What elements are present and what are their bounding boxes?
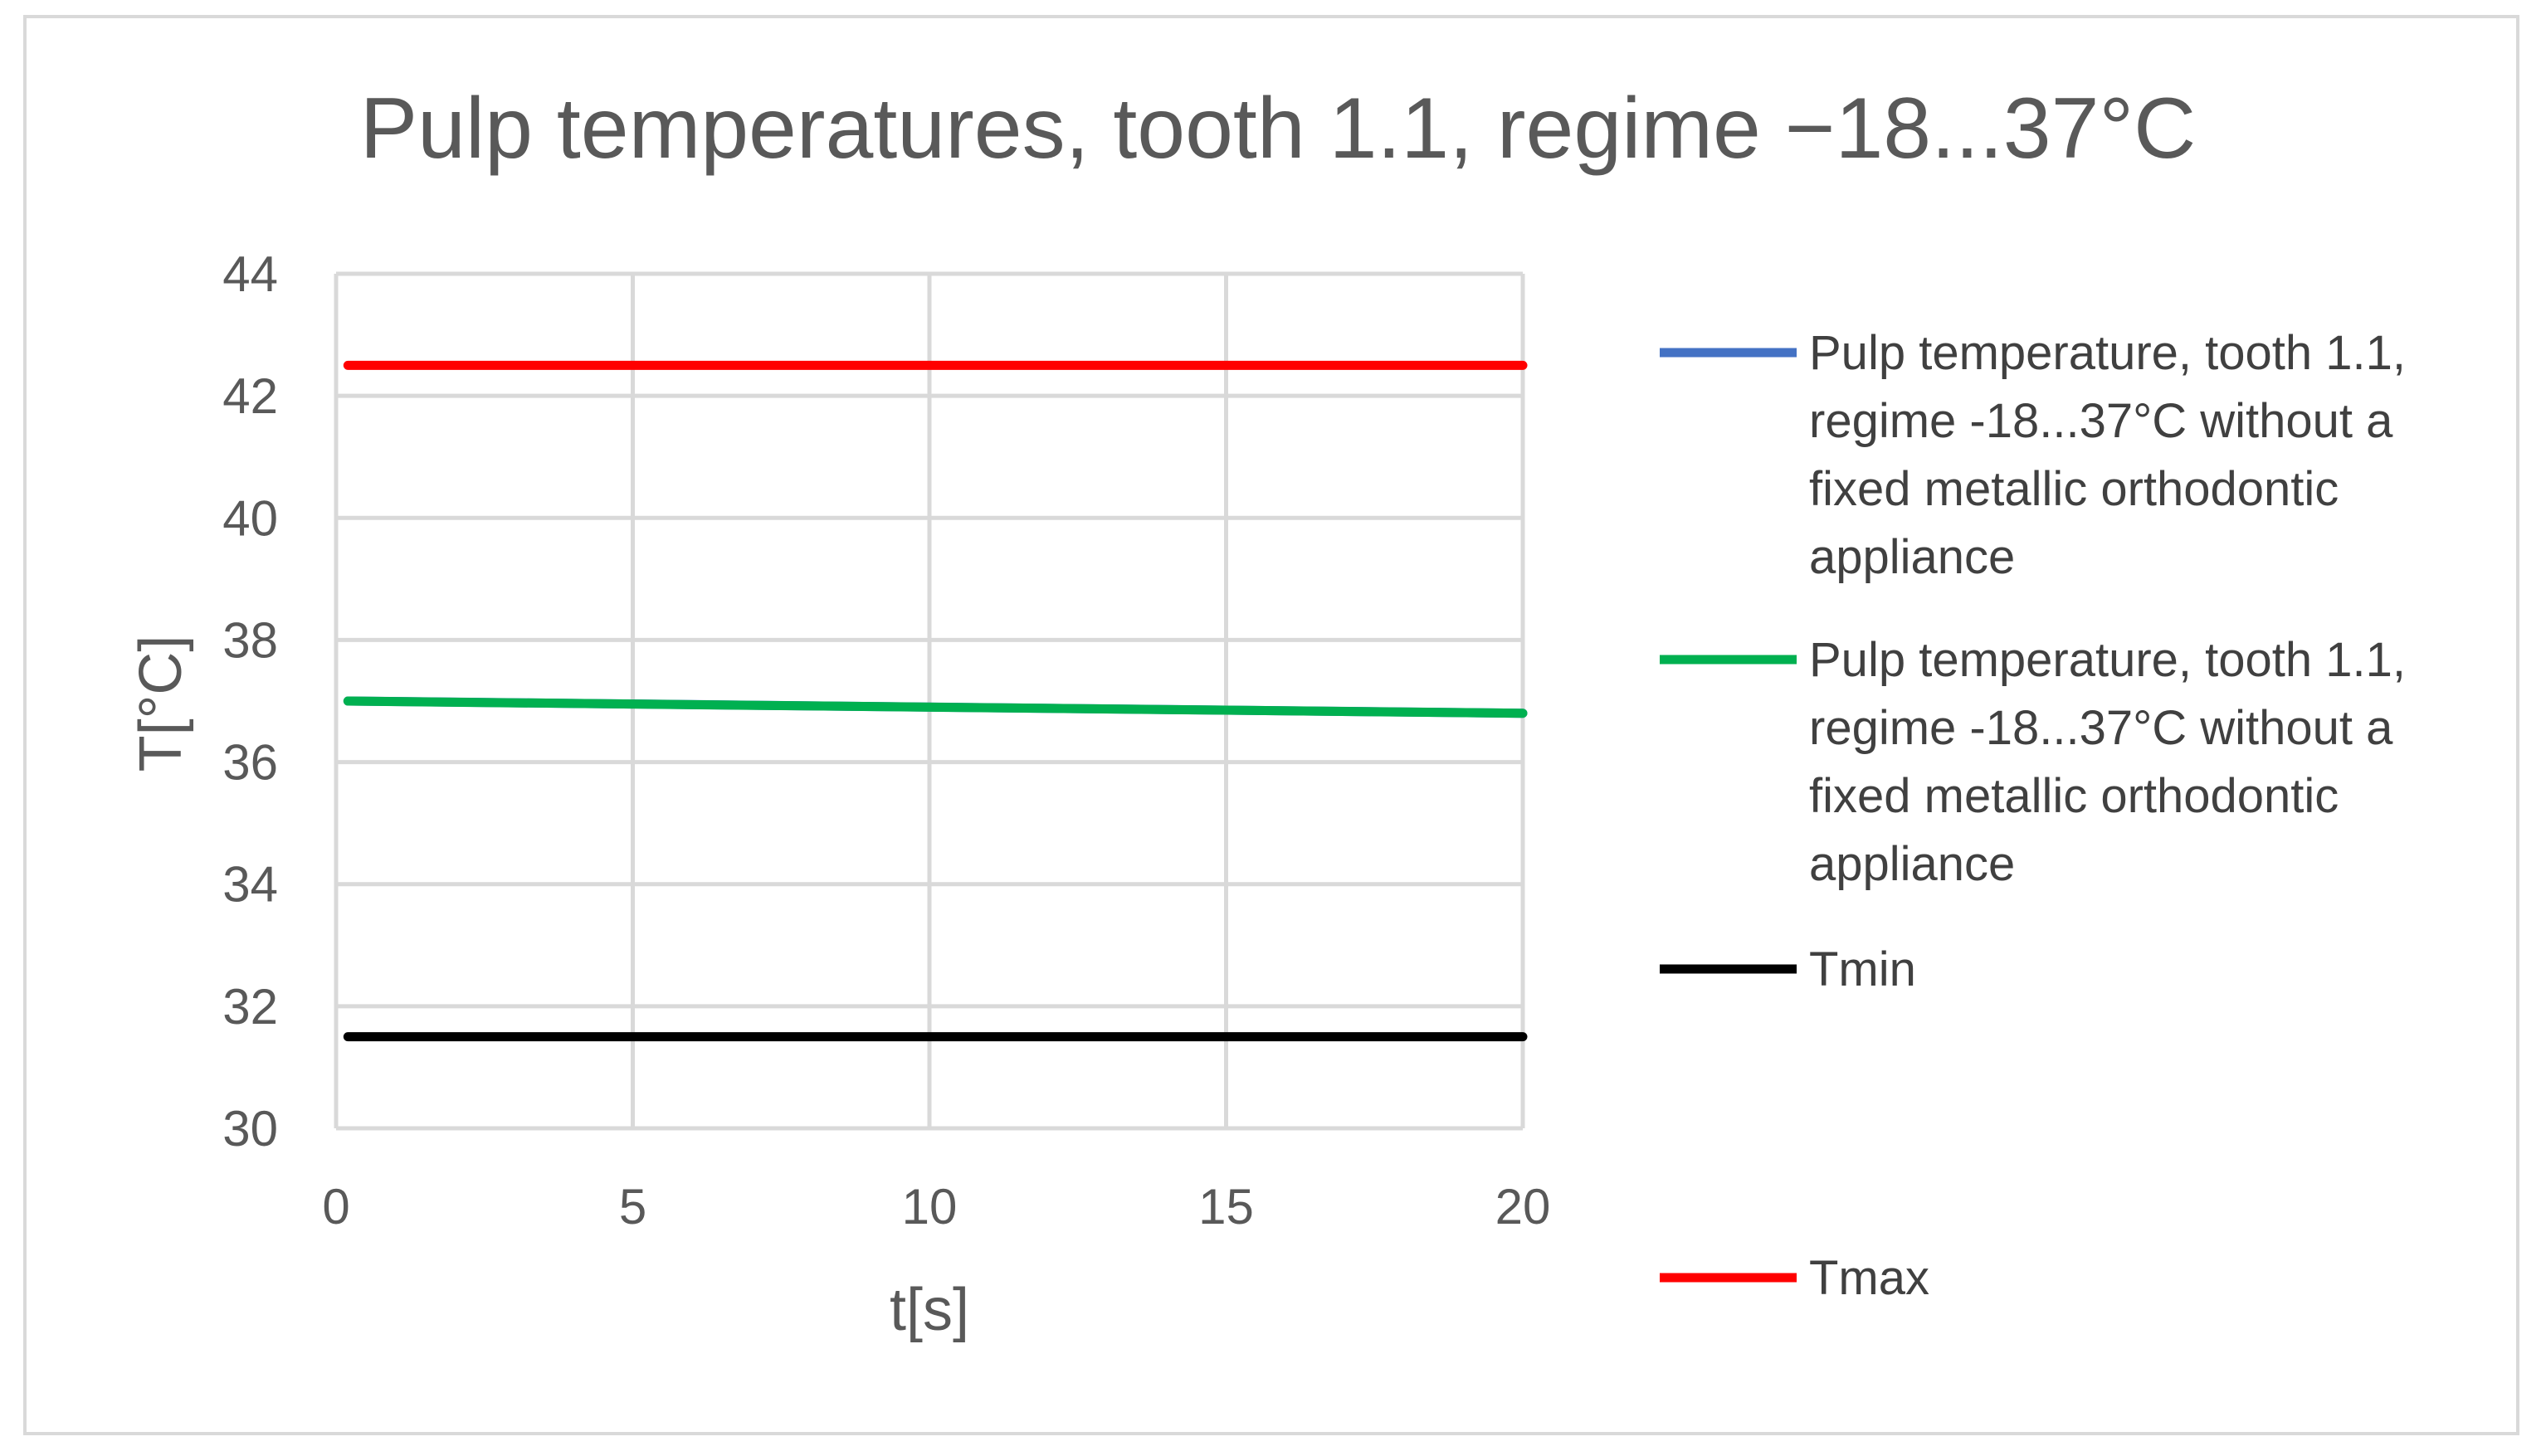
x-axis-title: t[s]: [890, 1277, 969, 1343]
series-line-2: [343, 696, 1528, 718]
legend: Pulp temperature, tooth 1.1, regime -18..…: [1660, 326, 2406, 1305]
y-tick-label: 30: [222, 1101, 278, 1157]
x-tick-label: 10: [902, 1179, 958, 1234]
y-tick-label: 40: [222, 490, 278, 546]
legend-label: fixed metallic orthodontic: [1809, 769, 2339, 823]
legend-item: Pulp temperature, tooth 1.1, regime -18..…: [1660, 326, 2406, 584]
y-axis-title: T[°C]: [128, 635, 194, 772]
x-tick-label: 5: [619, 1179, 646, 1234]
y-tick-label: 32: [222, 979, 278, 1035]
x-tick-label: 20: [1495, 1179, 1551, 1234]
legend-item: Tmin: [1660, 942, 1916, 996]
y-tick-label: 38: [222, 612, 278, 668]
y-axis-ticks: 30 32 34 36 38 40 42 44: [222, 246, 278, 1157]
plot-area: [343, 360, 1528, 1042]
chart-frame: [23, 15, 2519, 1435]
y-tick-label: 44: [222, 246, 278, 302]
legend-label: Pulp temperature, tooth 1.1,: [1809, 633, 2406, 687]
legend-label: Pulp temperature, tooth 1.1,: [1809, 326, 2406, 380]
legend-label: regime -18...37°C without a: [1809, 701, 2393, 755]
legend-label: appliance: [1809, 837, 2015, 891]
legend-item: Tmax: [1660, 1251, 1929, 1305]
legend-label: Tmin: [1809, 942, 1916, 996]
chart-title: Pulp temperatures, tooth 1.1, regime −18…: [360, 80, 2196, 177]
legend-label: fixed metallic orthodontic: [1809, 462, 2339, 516]
legend-label: appliance: [1809, 530, 2015, 584]
y-tick-label: 34: [222, 857, 278, 913]
legend-label: regime -18...37°C without a: [1809, 394, 2393, 448]
legend-item: Pulp temperature, tooth 1.1, regime -18..…: [1660, 633, 2406, 891]
legend-label: Tmax: [1809, 1251, 1929, 1305]
y-tick-label: 36: [222, 735, 278, 791]
x-axis-ticks: 0 5 10 15 20: [322, 1179, 1550, 1234]
y-tick-label: 42: [222, 368, 278, 424]
x-tick-label: 0: [322, 1179, 349, 1234]
x-tick-label: 15: [1198, 1179, 1254, 1234]
